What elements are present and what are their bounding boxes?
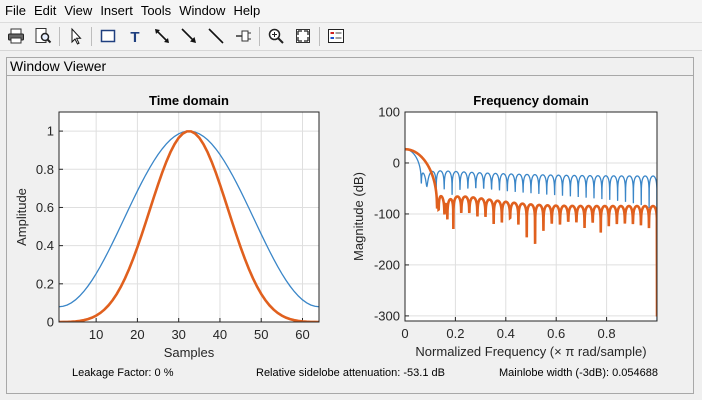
sidelobe-attenuation-label: Relative sidelobe attenuation: -53.1 dB (256, 367, 445, 379)
menu-window[interactable]: Window (179, 3, 226, 18)
y-tick-label: 0.8 (36, 162, 54, 177)
menu-bar: File Edit View Insert Tools Window Help (0, 0, 702, 23)
x-tick-label: 0.4 (497, 326, 515, 341)
y-tick-label: 1 (47, 124, 54, 139)
legend-icon[interactable] (325, 25, 347, 47)
y-axis-label: Magnitude (dB) (351, 172, 366, 261)
chart-title: Frequency domain (473, 93, 589, 108)
menu-tools[interactable]: Tools (140, 3, 172, 18)
axes-box (58, 111, 320, 323)
axes-box (404, 111, 658, 322)
menu-edit[interactable]: Edit (33, 3, 57, 18)
time-series-line-2 (59, 130, 319, 322)
chart-title: Time domain (149, 93, 229, 108)
line-icon[interactable] (205, 25, 227, 47)
zoom-in-icon[interactable] (265, 25, 287, 47)
printer-icon[interactable] (5, 25, 27, 47)
leakage-factor-label: Leakage Factor: 0 % (72, 367, 174, 379)
y-tick-label: 0 (393, 155, 400, 170)
y-tick-label: -100 (374, 206, 400, 221)
mainlobe-width-label: Mainlobe width (-3dB): 0.054688 (499, 367, 658, 379)
freq-series-line-2 (405, 147, 657, 317)
x-tick-label: 0.2 (446, 326, 464, 341)
text-icon[interactable]: T (124, 25, 146, 47)
arrow-icon[interactable] (178, 25, 200, 47)
pointer-icon[interactable] (65, 25, 87, 47)
x-tick-label: 60 (295, 327, 309, 342)
x-axis-label: Samples (164, 345, 215, 360)
x-tick-label: 50 (254, 327, 268, 342)
plot-area (59, 112, 319, 322)
menu-insert[interactable]: Insert (100, 3, 133, 18)
rectangle-icon[interactable] (97, 25, 119, 47)
y-tick-label: 0.4 (36, 238, 54, 253)
menu-help[interactable]: Help (233, 3, 261, 18)
x-tick-label: 30 (171, 327, 185, 342)
toolbar: T (0, 23, 702, 51)
freq-series-line-1 (405, 148, 657, 321)
panel-title: Window Viewer (10, 58, 107, 74)
y-axis-label: Amplitude (14, 188, 29, 246)
x-tick-label: 0.6 (547, 326, 565, 341)
x-tick-label: 0.8 (598, 326, 616, 341)
y-tick-label: 100 (378, 105, 400, 120)
y-tick-label: -300 (374, 308, 400, 323)
x-tick-label: 0 (401, 326, 408, 341)
x-tick-label: 10 (89, 327, 103, 342)
pin-icon[interactable] (232, 25, 254, 47)
svg-text:T: T (130, 29, 139, 45)
menu-file[interactable]: File (5, 3, 26, 18)
y-tick-label: 0 (47, 315, 54, 330)
double-arrow-icon[interactable] (151, 25, 173, 47)
x-tick-label: 20 (130, 327, 144, 342)
print-preview-icon[interactable] (32, 25, 54, 47)
x-axis-label: Normalized Frequency (× π rad/sample) (415, 344, 646, 359)
x-tick-label: 40 (213, 327, 227, 342)
fit-icon[interactable] (292, 25, 314, 47)
plot-area (405, 112, 657, 321)
y-tick-label: -200 (374, 257, 400, 272)
y-tick-label: 0.6 (36, 200, 54, 215)
menu-view[interactable]: View (64, 3, 93, 18)
y-tick-label: 0.2 (36, 276, 54, 291)
